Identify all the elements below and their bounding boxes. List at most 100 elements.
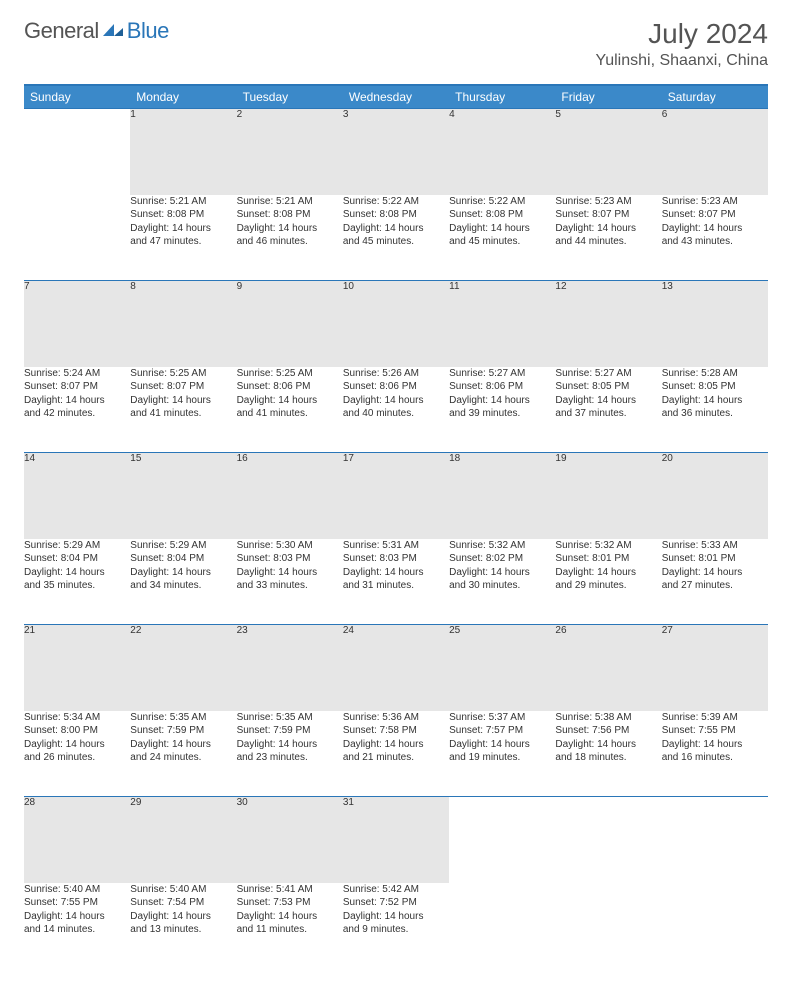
daylight-label: Daylight: 14 hours (662, 394, 768, 408)
daylight-label: and 23 minutes. (237, 751, 343, 765)
month-title: July 2024 (595, 18, 768, 50)
daylight-label: and 27 minutes. (662, 579, 768, 593)
day-number-cell: 27 (662, 625, 768, 711)
day-content-cell: Sunrise: 5:39 AMSunset: 7:55 PMDaylight:… (662, 711, 768, 797)
daynum-row: 78910111213 (24, 281, 768, 367)
sunrise-label: Sunrise: 5:40 AM (24, 883, 130, 897)
daylight-label: and 42 minutes. (24, 407, 130, 421)
sunrise-label: Sunrise: 5:23 AM (555, 195, 661, 209)
day-content-cell: Sunrise: 5:22 AMSunset: 8:08 PMDaylight:… (343, 195, 449, 281)
sunrise-label: Sunrise: 5:37 AM (449, 711, 555, 725)
sunrise-label: Sunrise: 5:38 AM (555, 711, 661, 725)
day-number-cell: 31 (343, 797, 449, 883)
day-number-cell (24, 109, 130, 195)
day-content-cell (24, 195, 130, 281)
day-content-cell: Sunrise: 5:40 AMSunset: 7:54 PMDaylight:… (130, 883, 236, 969)
day-number-cell: 26 (555, 625, 661, 711)
sunset-label: Sunset: 8:02 PM (449, 552, 555, 566)
sunrise-label: Sunrise: 5:41 AM (237, 883, 343, 897)
sunrise-label: Sunrise: 5:30 AM (237, 539, 343, 553)
day-content-cell: Sunrise: 5:36 AMSunset: 7:58 PMDaylight:… (343, 711, 449, 797)
day-content-cell: Sunrise: 5:35 AMSunset: 7:59 PMDaylight:… (237, 711, 343, 797)
sunrise-label: Sunrise: 5:29 AM (130, 539, 236, 553)
daylight-label: Daylight: 14 hours (237, 738, 343, 752)
sunset-label: Sunset: 7:59 PM (130, 724, 236, 738)
weekday-header: Saturday (662, 85, 768, 109)
daylight-label: and 36 minutes. (662, 407, 768, 421)
daylight-label: and 43 minutes. (662, 235, 768, 249)
day-number-cell: 21 (24, 625, 130, 711)
day-number-cell: 9 (237, 281, 343, 367)
day-content-cell: Sunrise: 5:23 AMSunset: 8:07 PMDaylight:… (662, 195, 768, 281)
sunset-label: Sunset: 8:05 PM (662, 380, 768, 394)
day-number-cell: 12 (555, 281, 661, 367)
sunrise-label: Sunrise: 5:25 AM (237, 367, 343, 381)
daylight-label: Daylight: 14 hours (555, 222, 661, 236)
daylight-label: and 46 minutes. (237, 235, 343, 249)
day-number-cell: 20 (662, 453, 768, 539)
daylight-label: Daylight: 14 hours (555, 738, 661, 752)
daylight-label: and 47 minutes. (130, 235, 236, 249)
daylight-label: and 26 minutes. (24, 751, 130, 765)
day-number-cell: 1 (130, 109, 236, 195)
weekday-header: Tuesday (237, 85, 343, 109)
daynum-row: 21222324252627 (24, 625, 768, 711)
sunset-label: Sunset: 7:58 PM (343, 724, 449, 738)
daylight-label: Daylight: 14 hours (662, 222, 768, 236)
location-label: Yulinshi, Shaanxi, China (595, 52, 768, 70)
daylight-label: Daylight: 14 hours (555, 566, 661, 580)
day-content-cell: Sunrise: 5:40 AMSunset: 7:55 PMDaylight:… (24, 883, 130, 969)
day-number-cell: 17 (343, 453, 449, 539)
sunrise-label: Sunrise: 5:27 AM (555, 367, 661, 381)
daylight-label: and 33 minutes. (237, 579, 343, 593)
content-row: Sunrise: 5:34 AMSunset: 8:00 PMDaylight:… (24, 711, 768, 797)
sunrise-label: Sunrise: 5:29 AM (24, 539, 130, 553)
sunset-label: Sunset: 8:04 PM (24, 552, 130, 566)
daylight-label: Daylight: 14 hours (343, 222, 449, 236)
day-number-cell: 13 (662, 281, 768, 367)
sunrise-label: Sunrise: 5:25 AM (130, 367, 236, 381)
daylight-label: and 9 minutes. (343, 923, 449, 937)
title-block: July 2024 Yulinshi, Shaanxi, China (595, 18, 768, 70)
weekday-header: Friday (555, 85, 661, 109)
sunset-label: Sunset: 8:07 PM (130, 380, 236, 394)
sunrise-label: Sunrise: 5:32 AM (555, 539, 661, 553)
daylight-label: and 44 minutes. (555, 235, 661, 249)
weekday-header-row: Sunday Monday Tuesday Wednesday Thursday… (24, 85, 768, 109)
content-row: Sunrise: 5:40 AMSunset: 7:55 PMDaylight:… (24, 883, 768, 969)
daylight-label: and 31 minutes. (343, 579, 449, 593)
brand-wave-icon (103, 22, 125, 40)
daynum-row: 14151617181920 (24, 453, 768, 539)
day-content-cell: Sunrise: 5:38 AMSunset: 7:56 PMDaylight:… (555, 711, 661, 797)
day-number-cell: 5 (555, 109, 661, 195)
weekday-header: Monday (130, 85, 236, 109)
daylight-label: and 24 minutes. (130, 751, 236, 765)
daylight-label: Daylight: 14 hours (449, 738, 555, 752)
day-number-cell: 7 (24, 281, 130, 367)
day-content-cell: Sunrise: 5:27 AMSunset: 8:06 PMDaylight:… (449, 367, 555, 453)
sunset-label: Sunset: 8:05 PM (555, 380, 661, 394)
day-number-cell (555, 797, 661, 883)
brand-general: General (24, 18, 99, 44)
daylight-label: and 34 minutes. (130, 579, 236, 593)
daylight-label: Daylight: 14 hours (343, 394, 449, 408)
day-content-cell: Sunrise: 5:23 AMSunset: 8:07 PMDaylight:… (555, 195, 661, 281)
sunrise-label: Sunrise: 5:22 AM (449, 195, 555, 209)
daylight-label: and 14 minutes. (24, 923, 130, 937)
daylight-label: Daylight: 14 hours (662, 738, 768, 752)
sunrise-label: Sunrise: 5:23 AM (662, 195, 768, 209)
daylight-label: Daylight: 14 hours (130, 910, 236, 924)
weekday-header: Thursday (449, 85, 555, 109)
daylight-label: and 41 minutes. (237, 407, 343, 421)
day-number-cell: 16 (237, 453, 343, 539)
sunset-label: Sunset: 7:56 PM (555, 724, 661, 738)
day-content-cell: Sunrise: 5:25 AMSunset: 8:06 PMDaylight:… (237, 367, 343, 453)
sunset-label: Sunset: 7:57 PM (449, 724, 555, 738)
daynum-row: 28293031 (24, 797, 768, 883)
day-number-cell: 10 (343, 281, 449, 367)
daylight-label: Daylight: 14 hours (555, 394, 661, 408)
sunset-label: Sunset: 7:54 PM (130, 896, 236, 910)
daylight-label: and 19 minutes. (449, 751, 555, 765)
day-content-cell: Sunrise: 5:26 AMSunset: 8:06 PMDaylight:… (343, 367, 449, 453)
content-row: Sunrise: 5:21 AMSunset: 8:08 PMDaylight:… (24, 195, 768, 281)
